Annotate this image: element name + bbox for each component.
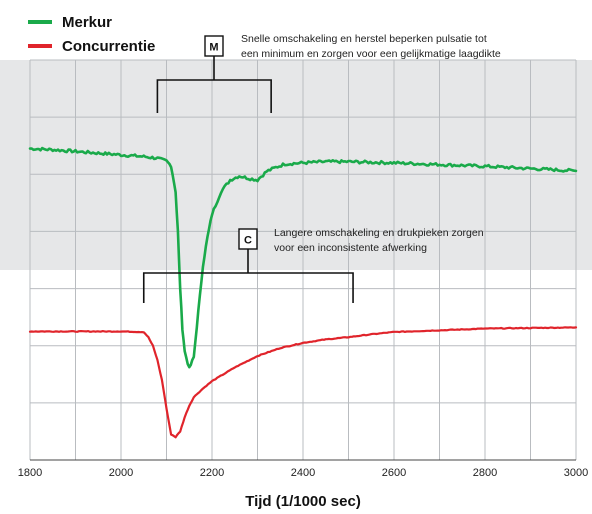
annotation-marker-box-c bbox=[238, 228, 258, 250]
annotation-marker-box-m bbox=[204, 35, 224, 57]
x-tick-label: 2800 bbox=[473, 467, 497, 479]
annotation-bracket-c bbox=[142, 272, 354, 303]
legend-label-merkur: Merkur bbox=[62, 14, 112, 31]
annotation-marker-label-m: M bbox=[209, 42, 218, 54]
x-tick-label: 2400 bbox=[291, 467, 315, 479]
legend-label-concurrentie: Concurrentie bbox=[62, 38, 155, 55]
x-axis-label: Tijd (1/1000 sec) bbox=[245, 493, 361, 510]
x-tick-label: 1800 bbox=[18, 467, 42, 479]
annotation-text-m: Snelle omschakeling en herstel beperken … bbox=[241, 33, 487, 45]
legend: Merkur Concurrentie bbox=[28, 14, 155, 55]
x-tick-label: 3000 bbox=[564, 467, 588, 479]
annotation-layer: M Snelle omschakeling en herstel beperken… bbox=[142, 33, 501, 303]
annotation-marker-label-c: C bbox=[244, 235, 252, 247]
annotation-text-c: voor een inconsistente afwerking bbox=[274, 242, 427, 254]
series-line-concurrentie bbox=[28, 326, 578, 439]
annotation-text-m: een minimum en zorgen voor een gelijkmat… bbox=[241, 48, 501, 60]
series-line-merkur bbox=[28, 146, 578, 369]
axes: 1800 2000 2200 2400 2600 2800 3000 bbox=[18, 459, 588, 479]
series-layer bbox=[28, 146, 578, 439]
grid bbox=[29, 59, 577, 461]
x-tick-label: 2200 bbox=[200, 467, 224, 479]
plot-background bbox=[0, 60, 592, 270]
x-tick-label: 2000 bbox=[109, 467, 133, 479]
x-tick-label: 2600 bbox=[382, 467, 406, 479]
annotation-text-c: Langere omschakeling en drukpieken zorge… bbox=[274, 227, 484, 239]
